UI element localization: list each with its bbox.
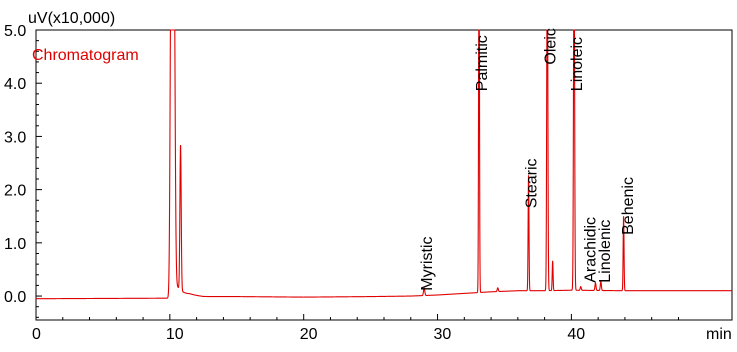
plot-frame bbox=[35, 29, 733, 321]
x-tick-label: 30 bbox=[434, 326, 452, 343]
x-axis-label: min bbox=[706, 326, 732, 343]
peak-label: Linolenic bbox=[597, 220, 614, 283]
y-tick-label: 5.0 bbox=[4, 23, 26, 40]
peak-label: Oleic bbox=[542, 28, 559, 64]
x-tick-label: 20 bbox=[300, 326, 318, 343]
y-tick-label: 4.0 bbox=[4, 76, 26, 93]
x-tick-label: 10 bbox=[166, 326, 184, 343]
peak-labels: Myristic Palmitic Stearic Oleic Linoleic Arac… bbox=[419, 28, 637, 291]
y-axis-ticks: 0.0 1.0 2.0 3.0 4.0 5.0 bbox=[4, 23, 42, 306]
chromatogram-trace bbox=[36, 29, 732, 300]
x-tick-label: 0 bbox=[32, 326, 41, 343]
y-axis-label: uV(x10,000) bbox=[28, 10, 115, 27]
x-axis-ticks: 0 10 20 30 40 bbox=[32, 314, 585, 343]
minor-ticks bbox=[36, 40, 733, 320]
y-tick-label: 3.0 bbox=[4, 129, 26, 146]
y-tick-label: 2.0 bbox=[4, 183, 26, 200]
peak-label: Myristic bbox=[419, 237, 436, 291]
peak-label: Linoleic bbox=[569, 37, 586, 91]
y-tick-label: 0.0 bbox=[4, 289, 26, 306]
peak-label: Behenic bbox=[620, 177, 637, 235]
peak-label: Arachidic bbox=[582, 217, 599, 283]
peak-label: Stearic bbox=[524, 158, 541, 208]
peak-label: Palmitic bbox=[474, 35, 491, 91]
chart-title: Chromatogram bbox=[32, 47, 139, 64]
x-tick-label: 40 bbox=[567, 326, 585, 343]
y-tick-label: 1.0 bbox=[4, 236, 26, 253]
